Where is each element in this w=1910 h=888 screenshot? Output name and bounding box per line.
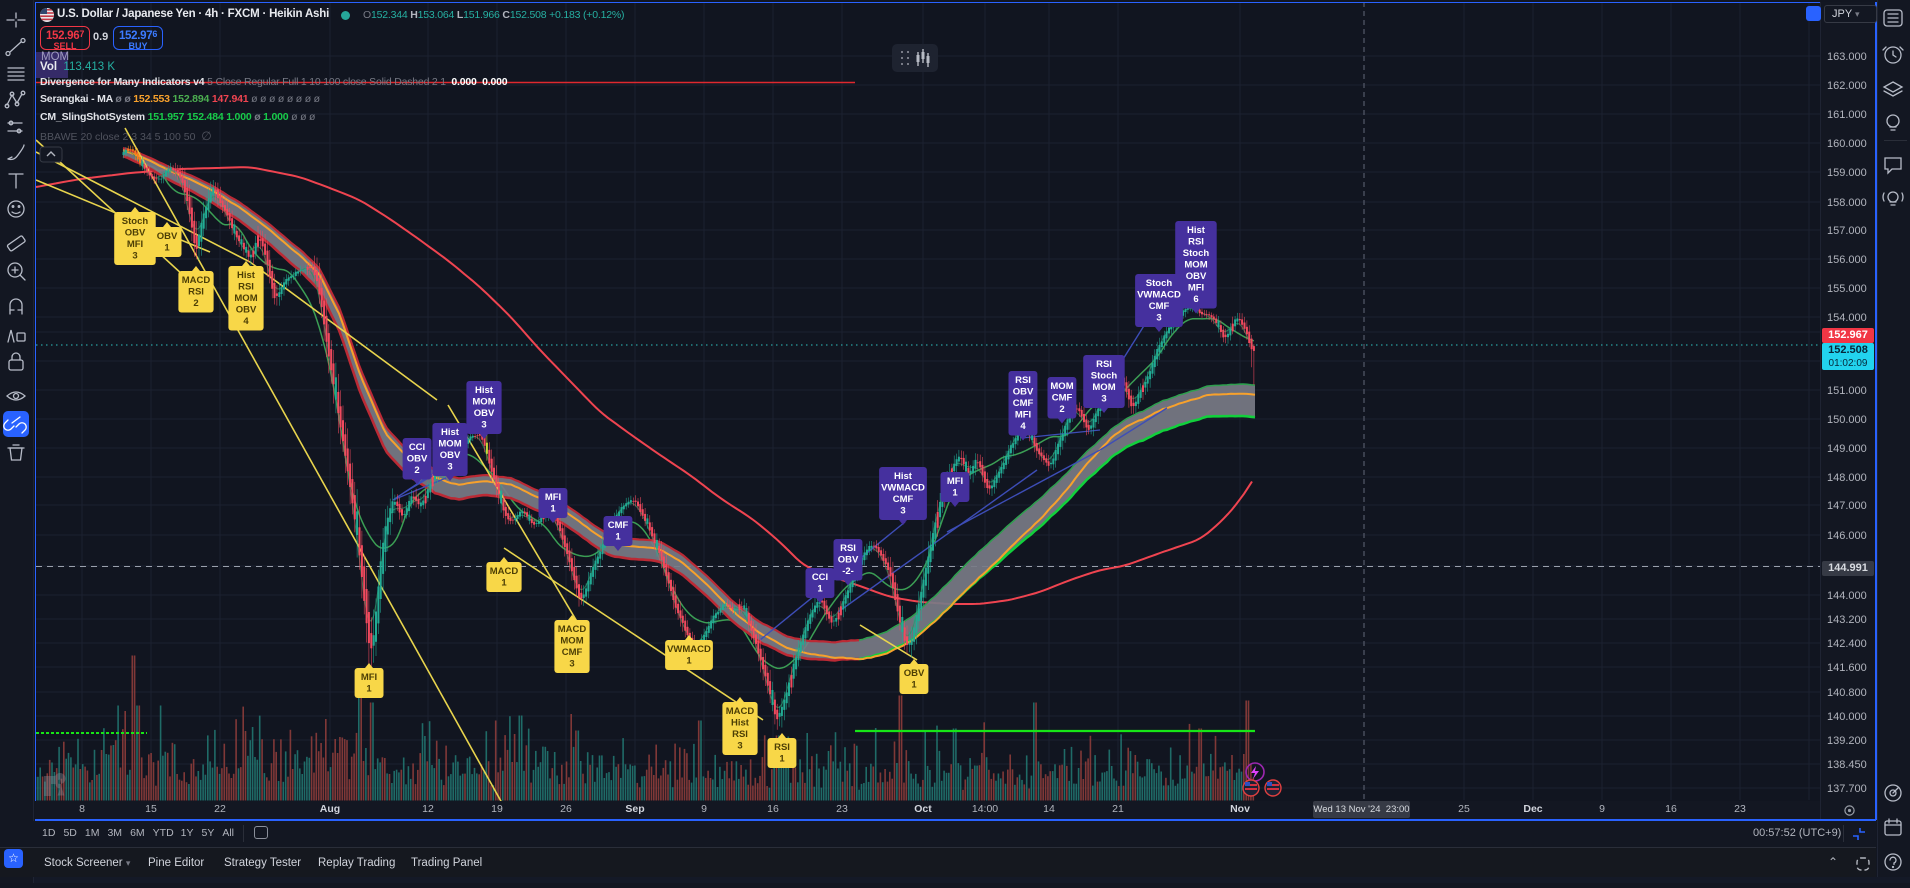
svg-text:Stoch: Stoch xyxy=(122,216,149,227)
svg-text:RSI: RSI xyxy=(1015,375,1031,386)
svg-text:Hist: Hist xyxy=(731,718,750,729)
svg-text:MOM: MOM xyxy=(1092,382,1115,393)
svg-text:MACD: MACD xyxy=(558,624,587,635)
svg-text:3: 3 xyxy=(481,420,486,431)
svg-text:OBV: OBV xyxy=(1186,271,1207,282)
svg-text:RSI: RSI xyxy=(774,742,790,753)
svg-text:OBV: OBV xyxy=(125,228,146,239)
svg-text:3: 3 xyxy=(737,741,742,752)
svg-text:1: 1 xyxy=(615,532,621,543)
svg-text:VWMACD: VWMACD xyxy=(881,483,925,494)
svg-text:MFI: MFI xyxy=(1015,410,1031,421)
svg-text:1: 1 xyxy=(952,488,958,499)
svg-text:OBV: OBV xyxy=(236,305,257,316)
svg-text:MOM: MOM xyxy=(560,636,583,647)
svg-text:MFI: MFI xyxy=(947,476,963,487)
svg-text:3: 3 xyxy=(447,462,452,473)
svg-text:RSI: RSI xyxy=(238,282,254,293)
svg-text:MOM: MOM xyxy=(1050,381,1073,392)
svg-text:MFI: MFI xyxy=(127,239,143,250)
svg-text:3: 3 xyxy=(1156,313,1161,324)
svg-text:CMF: CMF xyxy=(1149,301,1170,312)
svg-text:MOM: MOM xyxy=(1184,260,1207,271)
svg-text:Hist: Hist xyxy=(1187,225,1206,236)
svg-text:1: 1 xyxy=(550,504,556,515)
svg-text:MFI: MFI xyxy=(1188,283,1204,294)
svg-text:2: 2 xyxy=(1059,404,1064,415)
svg-text:CMF: CMF xyxy=(1052,393,1073,404)
svg-text:3: 3 xyxy=(900,506,905,517)
svg-text:Hist: Hist xyxy=(441,427,460,438)
svg-text:RSI: RSI xyxy=(1188,237,1204,248)
svg-text:OBV: OBV xyxy=(407,454,428,465)
svg-text:Stoch: Stoch xyxy=(1183,248,1210,259)
svg-text:OBV: OBV xyxy=(904,668,925,679)
svg-text:3: 3 xyxy=(1101,394,1106,405)
svg-text:1: 1 xyxy=(164,243,170,254)
svg-text:Hist: Hist xyxy=(894,471,913,482)
svg-text:1: 1 xyxy=(779,754,785,765)
svg-text:3: 3 xyxy=(132,251,137,262)
svg-text:2: 2 xyxy=(414,465,419,476)
svg-text:-2-: -2- xyxy=(842,566,854,577)
svg-text:MFI: MFI xyxy=(545,492,561,503)
svg-text:CMF: CMF xyxy=(1013,398,1034,409)
svg-text:OBV: OBV xyxy=(474,408,495,419)
svg-text:Stoch: Stoch xyxy=(1146,278,1173,289)
svg-text:4: 4 xyxy=(243,316,249,327)
svg-text:CMF: CMF xyxy=(893,494,914,505)
svg-text:RSI: RSI xyxy=(840,543,856,554)
svg-text:1: 1 xyxy=(817,584,823,595)
svg-text:MACD: MACD xyxy=(726,706,755,717)
svg-text:MOM: MOM xyxy=(472,397,495,408)
svg-text:OBV: OBV xyxy=(1013,387,1034,398)
svg-text:MACD: MACD xyxy=(490,566,519,577)
svg-text:RSI: RSI xyxy=(188,287,204,298)
svg-text:RSI: RSI xyxy=(732,729,748,740)
svg-text:1: 1 xyxy=(366,684,372,695)
svg-text:Stoch: Stoch xyxy=(1091,371,1118,382)
svg-text:6: 6 xyxy=(1193,294,1198,305)
svg-text:MACD: MACD xyxy=(182,275,211,286)
svg-text:4: 4 xyxy=(1020,421,1026,432)
svg-text:OBV: OBV xyxy=(157,231,178,242)
svg-text:3: 3 xyxy=(569,659,574,670)
svg-text:VWMACD: VWMACD xyxy=(1137,290,1181,301)
svg-text:CCI: CCI xyxy=(812,572,828,583)
svg-text:1: 1 xyxy=(501,578,507,589)
svg-text:MOM: MOM xyxy=(234,293,257,304)
svg-text:RSI: RSI xyxy=(1096,359,1112,370)
svg-text:Hist: Hist xyxy=(475,385,494,396)
svg-text:OBV: OBV xyxy=(440,450,461,461)
svg-text:MFI: MFI xyxy=(361,672,377,683)
svg-text:CCI: CCI xyxy=(409,442,425,453)
svg-text:1: 1 xyxy=(911,680,917,691)
svg-text:VWMACD: VWMACD xyxy=(667,644,711,655)
svg-text:1: 1 xyxy=(686,656,692,667)
svg-text:OBV: OBV xyxy=(838,555,859,566)
svg-text:Hist: Hist xyxy=(237,270,256,281)
svg-text:MOM: MOM xyxy=(438,439,461,450)
svg-text:CMF: CMF xyxy=(562,647,583,658)
svg-text:CMF: CMF xyxy=(608,520,629,531)
svg-text:2: 2 xyxy=(193,298,198,309)
